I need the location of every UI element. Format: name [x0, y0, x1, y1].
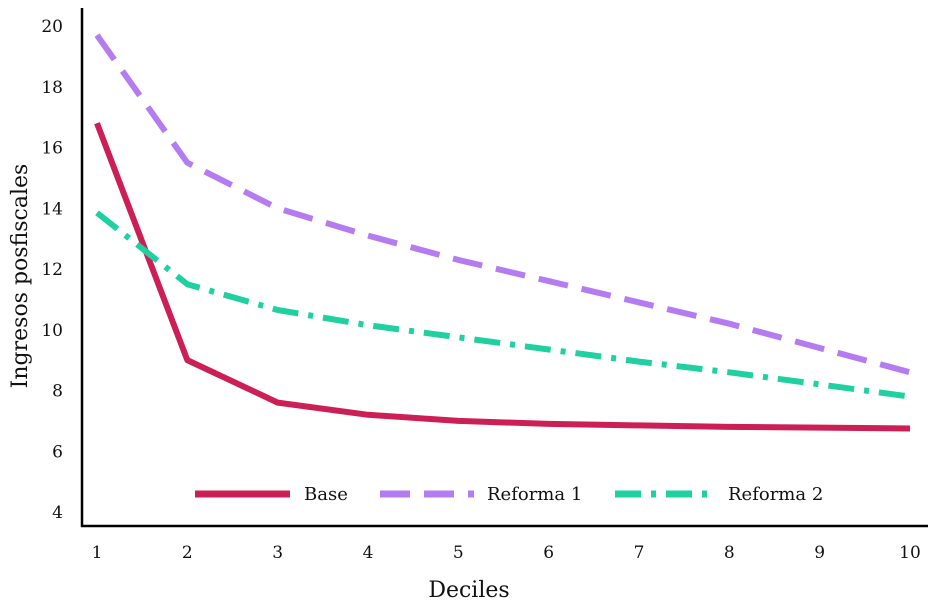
y-tick-label: 16: [41, 139, 63, 159]
y-tick-label: 14: [41, 199, 63, 219]
y-tick-label: 8: [52, 382, 63, 402]
legend-label-reforma-2: Reforma 2: [728, 484, 823, 505]
x-tick-label: 10: [899, 543, 921, 563]
x-tick-label: 9: [814, 543, 825, 563]
chart-series: [94, 33, 911, 432]
y-tick-label: 18: [41, 78, 63, 98]
chart-legend: Base Reforma 1 Reforma 2: [195, 484, 823, 505]
x-axis-title: Deciles: [428, 578, 509, 603]
x-tick-label: 2: [182, 543, 193, 563]
chart-axes: [80, 8, 928, 528]
y-tick-label: 6: [52, 442, 63, 462]
x-tick-label: 1: [92, 543, 103, 563]
y-tick-label: 4: [52, 503, 63, 523]
y-tick-label: 10: [41, 321, 63, 341]
x-tick-label: 6: [543, 543, 554, 563]
y-tick-labels: 4 6 8 10 12 14 16 18 20: [41, 17, 63, 523]
x-tick-label: 7: [634, 543, 645, 563]
x-tick-label: 3: [272, 543, 283, 563]
legend-label-base: Base: [304, 484, 348, 505]
series-line-base: [94, 122, 911, 432]
legend-label-reforma-1: Reforma 1: [487, 484, 582, 505]
y-axis-title: Ingresos posfiscales: [8, 164, 33, 389]
series-line-reforma-1: [94, 33, 911, 376]
y-tick-label: 20: [41, 17, 63, 37]
x-tick-label: 4: [363, 543, 374, 563]
x-tick-label: 8: [724, 543, 735, 563]
series-line-reforma-2: [95, 210, 911, 400]
x-tick-labels: 1 2 3 4 5 6 7 8 9 10: [92, 543, 921, 563]
x-tick-label: 5: [453, 543, 464, 563]
y-tick-label: 12: [41, 260, 63, 280]
